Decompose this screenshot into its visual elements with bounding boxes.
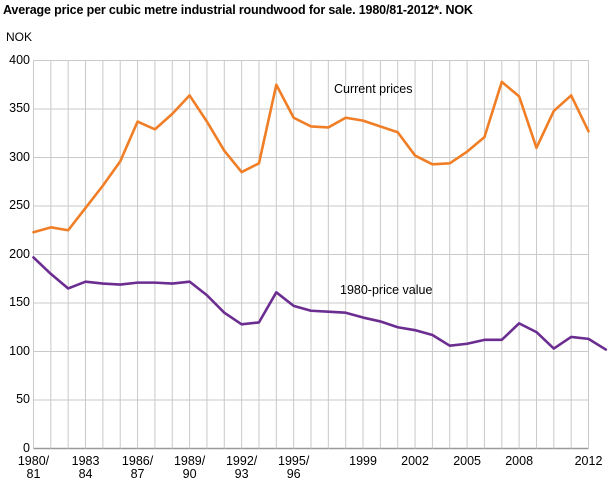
series-label-price-value-1980: 1980-price value xyxy=(340,283,433,297)
y-tick-label: 200 xyxy=(9,246,30,261)
series-label-current-prices: Current prices xyxy=(334,82,413,96)
y-axis-unit-label: NOK xyxy=(6,30,33,44)
y-tick-label: 400 xyxy=(9,52,30,67)
y-tick-label: 150 xyxy=(9,295,30,309)
y-tick-label: 50 xyxy=(16,392,30,406)
y-tick-label: 250 xyxy=(9,198,30,212)
y-tick-label: 0 xyxy=(23,440,30,455)
x-tick-label: 1986/ 87 xyxy=(121,453,154,481)
x-tick-label: 2008 xyxy=(505,453,534,468)
x-tick-label: 1983 84 xyxy=(71,453,100,481)
x-tick-label: 1980/ 81 xyxy=(17,453,50,481)
y-tick-label: 100 xyxy=(9,343,30,358)
x-tick-label: 1989/ 90 xyxy=(173,453,206,481)
y-tick-label: 300 xyxy=(9,149,30,164)
x-tick-label: 2012 xyxy=(574,453,603,468)
chart-title: Average price per cubic metre industrial… xyxy=(3,3,473,17)
x-tick-label: 1995/ 96 xyxy=(278,453,310,481)
x-tick-label: 1992/ 93 xyxy=(225,453,258,481)
x-tick-label: 2002 xyxy=(401,453,429,468)
x-tick-label: 2005 xyxy=(453,453,481,468)
x-tick-label: 1999 xyxy=(349,453,377,468)
series-line-price-value-1980 xyxy=(32,256,608,351)
series-line-current-prices xyxy=(32,80,590,234)
y-tick-label: 350 xyxy=(9,101,30,115)
